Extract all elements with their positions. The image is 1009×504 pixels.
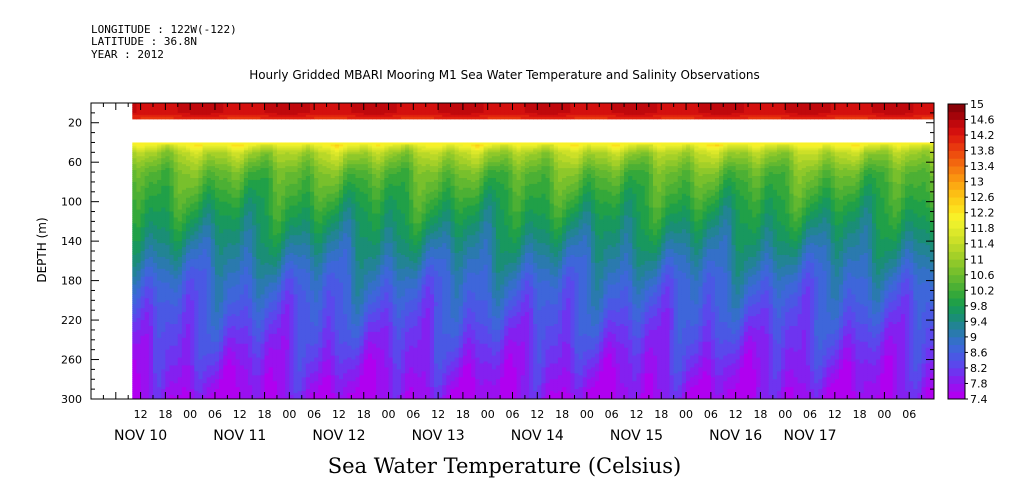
heatmap-cell — [161, 117, 166, 120]
heatmap-cell — [165, 117, 170, 120]
heatmap-cell — [198, 117, 203, 120]
heatmap-cell — [174, 117, 179, 120]
heatmap-cell — [186, 117, 191, 120]
heatmap-cell — [153, 117, 158, 120]
heatmap-cell — [136, 117, 141, 120]
heatmap-field — [132, 103, 934, 400]
heatmap-cell — [211, 117, 216, 120]
heatmap-cell — [170, 117, 175, 120]
heatmap-cell — [215, 117, 220, 120]
heatmap-cell — [157, 117, 162, 120]
heatmap-cell — [194, 117, 199, 120]
heatmap-cell — [203, 117, 208, 120]
heatmap-cell — [145, 117, 150, 120]
heatmap-cell — [207, 117, 212, 120]
heatmap-cell — [190, 117, 195, 120]
heatmap-cell — [132, 117, 137, 120]
heatmap-cell — [182, 117, 187, 120]
heatmap-cell — [149, 117, 154, 120]
heatmap-cell — [178, 117, 183, 120]
heatmap-cell — [141, 117, 146, 120]
